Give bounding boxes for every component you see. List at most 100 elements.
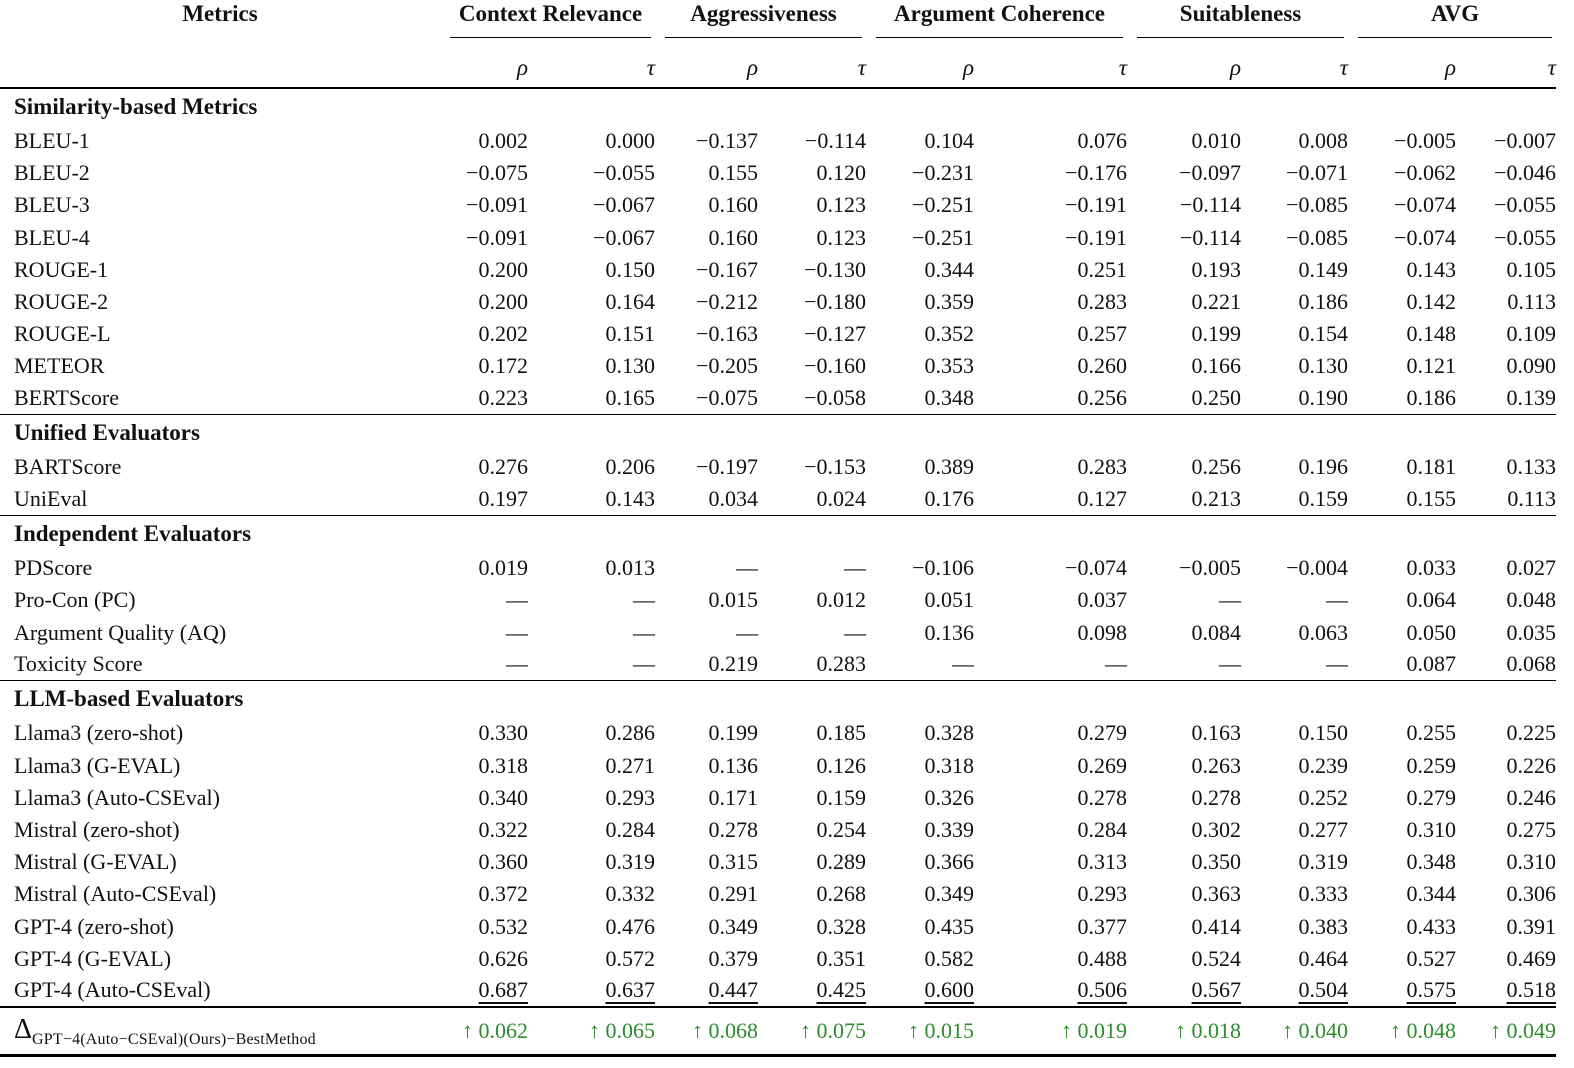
value-cell: 0.447 <box>708 977 759 1003</box>
subheader-row: ρ τ ρ τ ρ τ ρ τ ρ τ <box>0 48 1557 89</box>
group-header-row: Metrics Context Relevance Aggressiveness… <box>0 0 1556 48</box>
value-cell: — <box>736 619 758 645</box>
delta-value: 0.018 <box>1191 1018 1242 1043</box>
value-cell: 0.098 <box>1077 619 1128 645</box>
delta-value: 0.015 <box>924 1018 975 1043</box>
value-cell: 0.164 <box>605 289 656 315</box>
value-cell: 0.160 <box>708 192 759 218</box>
delta-value: 0.065 <box>605 1018 656 1043</box>
value-cell: 0.246 <box>1506 784 1557 810</box>
table-row: GPT-4 (zero-shot) 0.532 0.476 0.349 0.328 0.4… <box>0 910 1556 942</box>
table-body: Similarity-based Metrics BLEU-1 0.002 0.000… <box>0 88 1557 1007</box>
delta-value-cell: ↑ 0.048 <box>1348 1006 1457 1057</box>
value-cell: 0.351 <box>816 945 867 971</box>
tau-header: τ <box>1456 48 1557 89</box>
up-arrow-icon: ↑ <box>1390 1018 1407 1043</box>
value-cell: 0.328 <box>816 913 867 939</box>
value-cell: 0.130 <box>605 353 656 379</box>
value-cell: 0.383 <box>1298 913 1349 939</box>
value-cell: 0.034 <box>708 486 759 512</box>
metric-name: UniEval <box>14 486 88 512</box>
value-cell: −0.005 <box>1179 555 1242 581</box>
value-cell: 0.291 <box>708 881 759 907</box>
subheader-empty <box>0 48 440 89</box>
value-cell: −0.071 <box>1286 160 1349 186</box>
metric-name: Llama3 (G-EVAL) <box>14 752 181 778</box>
value-cell: 0.310 <box>1406 816 1457 842</box>
value-cell: 0.139 <box>1506 385 1557 411</box>
value-cell: 0.348 <box>1406 849 1457 875</box>
value-cell: 0.185 <box>816 720 867 746</box>
value-cell: 0.148 <box>1406 321 1457 347</box>
table-row: Llama3 (G-EVAL) 0.318 0.271 0.136 0.126 0.318… <box>0 750 1556 782</box>
value-cell: 0.068 <box>1506 651 1557 677</box>
value-cell: −0.046 <box>1494 160 1557 186</box>
value-cell: 0.226 <box>1506 752 1557 778</box>
value-cell: — <box>1219 587 1242 613</box>
value-cell: −0.062 <box>1394 160 1457 186</box>
value-cell: −0.167 <box>696 256 758 282</box>
value-cell: 0.219 <box>708 651 759 677</box>
value-cell: 0.278 <box>1191 784 1242 810</box>
value-cell: 0.200 <box>478 256 529 282</box>
value-cell: 0.626 <box>478 945 529 971</box>
value-cell: 0.250 <box>1191 385 1242 411</box>
value-cell: 0.279 <box>1406 784 1457 810</box>
value-cell: −0.127 <box>804 321 867 347</box>
group-label: Context Relevance <box>450 0 651 38</box>
delta-value: 0.019 <box>1077 1018 1128 1043</box>
value-cell: 0.349 <box>924 881 975 907</box>
value-cell: — <box>952 651 975 677</box>
value-cell: 0.166 <box>1191 353 1242 379</box>
delta-value-cell: ↑ 0.065 <box>528 1006 656 1057</box>
value-cell: −0.191 <box>1065 192 1128 218</box>
metric-name: BLEU-4 <box>14 224 90 250</box>
value-cell: 0.353 <box>924 353 975 379</box>
value-cell: 0.252 <box>1298 784 1349 810</box>
value-cell: 0.259 <box>1406 752 1457 778</box>
value-cell: 0.197 <box>478 486 529 512</box>
metric-name: ROUGE-2 <box>14 289 109 315</box>
value-cell: 0.349 <box>708 913 759 939</box>
value-cell: −0.114 <box>1179 224 1242 250</box>
value-cell: 0.575 <box>1406 977 1457 1003</box>
value-cell: 0.293 <box>605 784 656 810</box>
value-cell: 0.278 <box>1077 784 1128 810</box>
value-cell: 0.113 <box>1507 289 1557 315</box>
value-cell: 0.326 <box>924 784 975 810</box>
tau-header: τ <box>758 48 867 89</box>
value-cell: −0.130 <box>804 256 867 282</box>
metric-name: GPT-4 (G-EVAL) <box>14 945 172 971</box>
value-cell: 0.567 <box>1191 977 1242 1003</box>
value-cell: 0.289 <box>816 849 867 875</box>
value-cell: 0.319 <box>605 849 656 875</box>
value-cell: 0.136 <box>708 752 759 778</box>
value-cell: — <box>1219 651 1242 677</box>
value-cell: 0.257 <box>1077 321 1128 347</box>
delta-value: 0.068 <box>708 1018 759 1043</box>
group-label: AVG <box>1358 0 1553 38</box>
value-cell: 0.318 <box>924 752 975 778</box>
value-cell: 0.286 <box>605 720 656 746</box>
tau-header: τ <box>1241 48 1349 89</box>
value-cell: 0.010 <box>1191 128 1242 154</box>
up-arrow-icon: ↑ <box>462 1018 479 1043</box>
section-title: Independent Evaluators <box>0 515 1557 553</box>
value-cell: 0.278 <box>708 816 759 842</box>
delta-symbol: Δ <box>14 1013 33 1045</box>
table-header: Metrics Context Relevance Aggressiveness… <box>0 0 1557 89</box>
value-cell: 0.310 <box>1506 849 1557 875</box>
value-cell: 0.269 <box>1077 752 1128 778</box>
value-cell: −0.160 <box>804 353 867 379</box>
value-cell: 0.033 <box>1406 555 1457 581</box>
value-cell: 0.002 <box>478 128 529 154</box>
value-cell: 0.344 <box>924 256 975 282</box>
value-cell: 0.150 <box>1298 720 1349 746</box>
value-cell: 0.322 <box>478 816 529 842</box>
table-row: Llama3 (zero-shot) 0.330 0.286 0.199 0.185 0.… <box>0 717 1556 749</box>
table-row: GPT-4 (G-EVAL) 0.626 0.572 0.379 0.351 0.582 0… <box>0 943 1556 975</box>
value-cell: −0.180 <box>804 289 867 315</box>
value-cell: 0.143 <box>605 486 656 512</box>
value-cell: 0.239 <box>1298 752 1349 778</box>
metric-name: BARTScore <box>14 454 122 480</box>
